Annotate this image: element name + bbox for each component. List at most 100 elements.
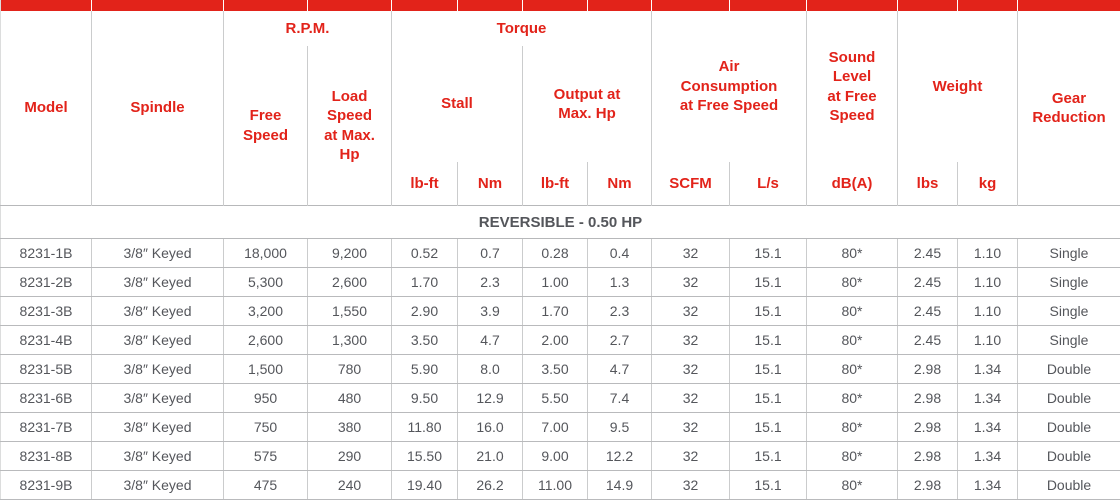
cell-stall_lbft: 9.50 <box>392 384 458 413</box>
red-bar-segment <box>1018 0 1120 11</box>
col-header-sound-level: Sound Level at Free Speed <box>807 11 898 162</box>
cell-load_speed: 380 <box>308 413 392 442</box>
col-header-gear-reduction-label: Gear Reduction <box>1028 89 1110 128</box>
cell-stall_nm: 16.0 <box>458 413 523 442</box>
cell-free_speed: 3,200 <box>224 297 308 326</box>
cell-model: 8231-6B <box>1 384 92 413</box>
cell-stall_nm: 3.9 <box>458 297 523 326</box>
cell-output_lbft: 1.70 <box>523 297 588 326</box>
cell-gear_reduction: Single <box>1018 239 1120 268</box>
cell-lbs: 2.45 <box>898 326 958 355</box>
cell-gear_reduction: Double <box>1018 471 1120 500</box>
cell-kg: 1.34 <box>958 471 1018 500</box>
cell-ls: 15.1 <box>730 384 807 413</box>
cell-output_lbft: 1.00 <box>523 268 588 297</box>
cell-load_speed: 2,600 <box>308 268 392 297</box>
col-header-output-label: Output at Max. Hp <box>545 85 629 124</box>
cell-lbs: 2.98 <box>898 442 958 471</box>
cell-kg: 1.34 <box>958 384 1018 413</box>
cell-free_speed: 750 <box>224 413 308 442</box>
cell-scfm: 32 <box>652 355 730 384</box>
cell-ls: 15.1 <box>730 239 807 268</box>
cell-dba: 80* <box>807 355 898 384</box>
unit-header-ls: L/s <box>730 162 807 206</box>
red-top-bar <box>1 0 1120 11</box>
cell-model: 8231-3B <box>1 297 92 326</box>
cell-free_speed: 475 <box>224 471 308 500</box>
unit-header-stall-nm: Nm <box>458 162 523 206</box>
cell-model: 8231-9B <box>1 471 92 500</box>
cell-stall_lbft: 0.52 <box>392 239 458 268</box>
cell-spindle: 3/8″ Keyed <box>92 239 224 268</box>
cell-scfm: 32 <box>652 239 730 268</box>
red-bar-segment <box>224 0 308 11</box>
cell-free_speed: 950 <box>224 384 308 413</box>
cell-dba: 80* <box>807 268 898 297</box>
cell-output_nm: 0.4 <box>588 239 652 268</box>
cell-scfm: 32 <box>652 326 730 355</box>
col-header-spindle: Spindle <box>92 11 224 206</box>
cell-output_lbft: 11.00 <box>523 471 588 500</box>
cell-ls: 15.1 <box>730 268 807 297</box>
cell-stall_lbft: 5.90 <box>392 355 458 384</box>
cell-scfm: 32 <box>652 384 730 413</box>
cell-stall_lbft: 15.50 <box>392 442 458 471</box>
header-group-row: Model Spindle R.P.M. Torque Air Consumpt… <box>1 11 1120 46</box>
cell-model: 8231-2B <box>1 268 92 297</box>
section-title: REVERSIBLE - 0.50 HP <box>1 206 1120 239</box>
cell-load_speed: 1,300 <box>308 326 392 355</box>
cell-spindle: 3/8″ Keyed <box>92 471 224 500</box>
red-bar-segment <box>588 0 652 11</box>
group-header-rpm: R.P.M. <box>224 11 392 46</box>
cell-model: 8231-1B <box>1 239 92 268</box>
cell-lbs: 2.98 <box>898 384 958 413</box>
red-bar-segment <box>1 0 92 11</box>
cell-gear_reduction: Double <box>1018 413 1120 442</box>
cell-scfm: 32 <box>652 413 730 442</box>
cell-stall_lbft: 19.40 <box>392 471 458 500</box>
col-header-free-speed-label: Free Speed <box>240 106 292 145</box>
cell-load_speed: 290 <box>308 442 392 471</box>
cell-ls: 15.1 <box>730 442 807 471</box>
cell-gear_reduction: Double <box>1018 355 1120 384</box>
cell-load_speed: 780 <box>308 355 392 384</box>
cell-scfm: 32 <box>652 297 730 326</box>
cell-free_speed: 2,600 <box>224 326 308 355</box>
red-bar-segment <box>898 0 958 11</box>
col-header-air-consumption-label: Air Consumption at Free Speed <box>676 57 782 116</box>
unit-header-stall-lbft: lb-ft <box>392 162 458 206</box>
cell-dba: 80* <box>807 239 898 268</box>
cell-model: 8231-5B <box>1 355 92 384</box>
cell-lbs: 2.98 <box>898 471 958 500</box>
cell-dba: 80* <box>807 442 898 471</box>
cell-stall_nm: 0.7 <box>458 239 523 268</box>
cell-lbs: 2.45 <box>898 239 958 268</box>
cell-load_speed: 480 <box>308 384 392 413</box>
cell-kg: 1.10 <box>958 268 1018 297</box>
cell-output_nm: 9.5 <box>588 413 652 442</box>
cell-spindle: 3/8″ Keyed <box>92 355 224 384</box>
cell-stall_nm: 4.7 <box>458 326 523 355</box>
cell-free_speed: 5,300 <box>224 268 308 297</box>
cell-output_lbft: 0.28 <box>523 239 588 268</box>
cell-stall_lbft: 3.50 <box>392 326 458 355</box>
col-header-air-consumption: Air Consumption at Free Speed <box>652 11 807 162</box>
cell-output_nm: 4.7 <box>588 355 652 384</box>
cell-model: 8231-4B <box>1 326 92 355</box>
cell-ls: 15.1 <box>730 355 807 384</box>
cell-gear_reduction: Double <box>1018 384 1120 413</box>
cell-ls: 15.1 <box>730 297 807 326</box>
cell-stall_nm: 26.2 <box>458 471 523 500</box>
cell-kg: 1.10 <box>958 326 1018 355</box>
cell-gear_reduction: Single <box>1018 268 1120 297</box>
cell-output_lbft: 5.50 <box>523 384 588 413</box>
cell-spindle: 3/8″ Keyed <box>92 297 224 326</box>
unit-header-dba: dB(A) <box>807 162 898 206</box>
cell-output_lbft: 2.00 <box>523 326 588 355</box>
